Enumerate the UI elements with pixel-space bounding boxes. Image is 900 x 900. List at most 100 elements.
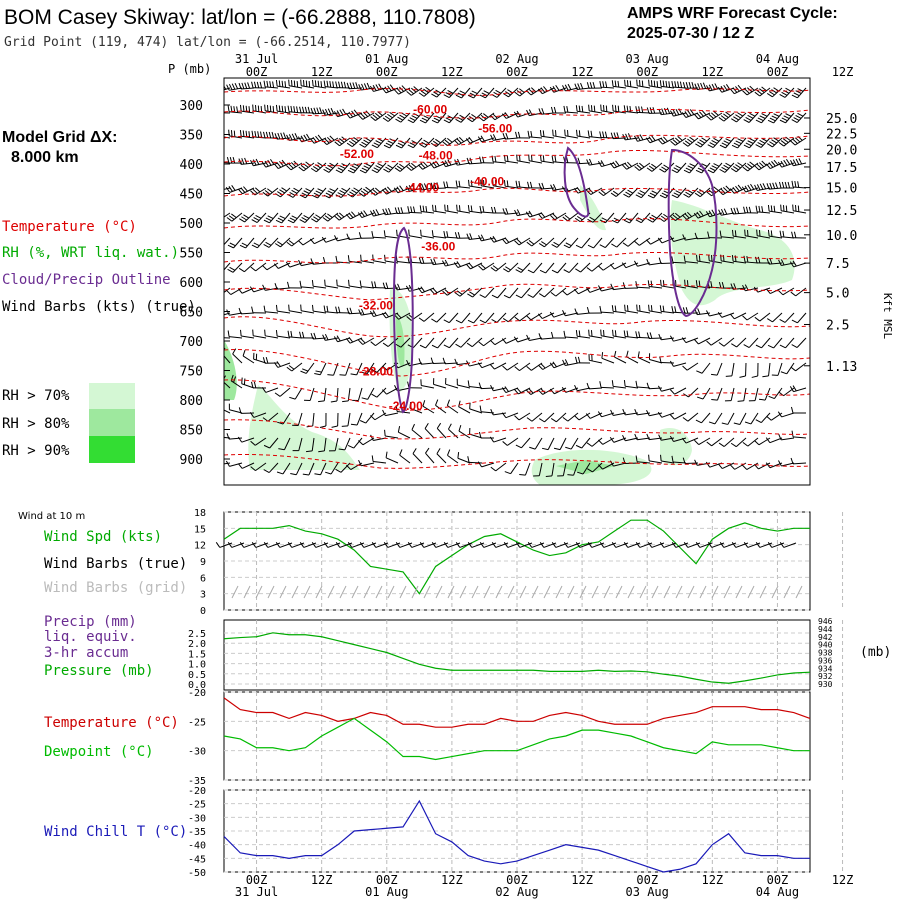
wind-barb-feather xyxy=(541,447,549,451)
wind-barb-feather xyxy=(494,180,497,187)
wind-barb-feather xyxy=(526,315,532,321)
wind-barb-feather xyxy=(254,130,257,138)
pressure-unit-label: (mb) xyxy=(860,645,891,660)
wind-barb-feather xyxy=(313,332,317,339)
wind-barb xyxy=(793,210,807,214)
wind-barb-feather xyxy=(351,165,358,170)
wind-barb-feather xyxy=(331,425,338,428)
wind-barb-feather xyxy=(262,131,266,139)
wind-barb-feather xyxy=(515,269,522,273)
wind-barb xyxy=(736,337,747,348)
wind-barb xyxy=(277,335,291,339)
wind-barb-feather xyxy=(501,387,507,393)
wind-barb-feather xyxy=(227,268,234,273)
wind-barb xyxy=(362,337,375,345)
wind-barb-feather xyxy=(614,80,617,87)
wind-barb-feather xyxy=(706,85,710,92)
wind-barb-feather xyxy=(234,82,239,89)
wind-barb-feather xyxy=(503,179,506,187)
wind-barb-feather xyxy=(309,138,315,144)
wind-barb-feather xyxy=(638,106,641,113)
wind-barb-feather xyxy=(361,141,368,146)
surface-wind-barb xyxy=(639,542,653,548)
wind-barb-feather xyxy=(733,422,740,425)
wind-barb-feather xyxy=(273,163,279,169)
wind-barb-feather xyxy=(587,130,590,137)
wind-barb-feather xyxy=(623,219,630,224)
legend-rh70-label: RH > 70% xyxy=(2,388,70,404)
grid-wind-barb xyxy=(651,585,659,599)
wind-barb-feather xyxy=(322,139,328,145)
wind-barb-feather xyxy=(649,107,653,114)
wind-barb xyxy=(701,412,711,424)
temp-panel-tick-label: -30 xyxy=(188,747,206,758)
temp-panel-tick-label: -35 xyxy=(188,776,206,787)
wind-barb xyxy=(473,87,483,99)
wind-barb-feather xyxy=(470,180,473,187)
wind-barb xyxy=(469,386,483,389)
wind-barb-feather xyxy=(682,365,688,371)
wind-barb-feather xyxy=(660,137,666,144)
wind-barb xyxy=(709,87,723,92)
wind-barb-feather xyxy=(360,371,368,375)
wind-barb xyxy=(484,287,495,298)
wind-barb xyxy=(400,337,411,348)
surface-wind-barb xyxy=(783,542,797,548)
date-label-bottom: 01 Aug xyxy=(365,885,408,899)
wind-barb-feather xyxy=(387,140,394,145)
temperature-contour xyxy=(224,88,810,96)
wind-barb-feather xyxy=(755,119,762,124)
windchill-panel-tick-label: -25 xyxy=(188,800,206,811)
wind-barb-feather xyxy=(489,236,495,243)
height-tick-label: 25.0 xyxy=(826,112,857,127)
wind-barb-feather xyxy=(455,94,462,99)
legend-cloud-outline: Cloud/Precip Outline xyxy=(2,272,171,288)
wind-barb-feather xyxy=(797,112,804,117)
wind-barb-feather xyxy=(777,161,783,168)
wind-barb xyxy=(506,237,519,245)
wind-barb-feather xyxy=(353,109,359,116)
wind-barb-feather xyxy=(267,188,273,193)
wind-barb-feather xyxy=(408,184,413,191)
wind-barb-feather xyxy=(762,375,769,378)
wind-barb xyxy=(509,287,519,299)
wind-barb-feather xyxy=(685,191,692,196)
wind-barb-feather xyxy=(778,259,782,266)
wind-barb-feather xyxy=(385,282,389,289)
wind-barb-feather xyxy=(225,186,231,193)
wind-barb xyxy=(481,185,495,189)
wind-barb-feather xyxy=(537,313,543,319)
surface-wind-barb xyxy=(495,542,509,548)
wind-barb-feather xyxy=(719,230,722,237)
wind-barb-feather xyxy=(243,214,250,219)
surface-wind-barb xyxy=(483,542,497,548)
wind-barb-feather xyxy=(694,439,700,445)
wind-barb-feather xyxy=(333,336,338,343)
wind-barb-feather xyxy=(341,136,347,142)
wind-barb xyxy=(785,337,795,349)
wind-barb-feather xyxy=(419,143,426,148)
wind-barb-feather xyxy=(528,240,535,245)
wind-barb-feather xyxy=(361,308,365,315)
wind-barb xyxy=(637,262,651,267)
wind-barb-feather xyxy=(314,473,321,476)
wind-barb xyxy=(254,437,267,446)
surface-wind-barb xyxy=(735,542,749,548)
wind-barb xyxy=(529,160,543,164)
surface-wind-barb-feather xyxy=(563,542,569,548)
wind-barb-feather xyxy=(467,205,470,212)
surface-wind-barb-feather xyxy=(227,542,233,548)
wind-barb-feather xyxy=(622,408,626,416)
wind-barb xyxy=(723,337,735,347)
wind-barb-feather xyxy=(612,190,619,196)
wind-barb-feather xyxy=(227,330,230,337)
wind-barb-feather xyxy=(454,139,460,145)
wind-barb-feather xyxy=(253,381,257,389)
grid-wind-barb xyxy=(447,585,455,599)
date-label-top: 02 Aug xyxy=(495,52,538,66)
wind-barb-feather xyxy=(299,280,302,287)
wind-barb-feather xyxy=(648,304,650,311)
wind-barb-feather xyxy=(418,317,425,322)
wind-barb-feather xyxy=(701,163,708,167)
time-tick-label-bottom: 00Z xyxy=(506,873,528,887)
